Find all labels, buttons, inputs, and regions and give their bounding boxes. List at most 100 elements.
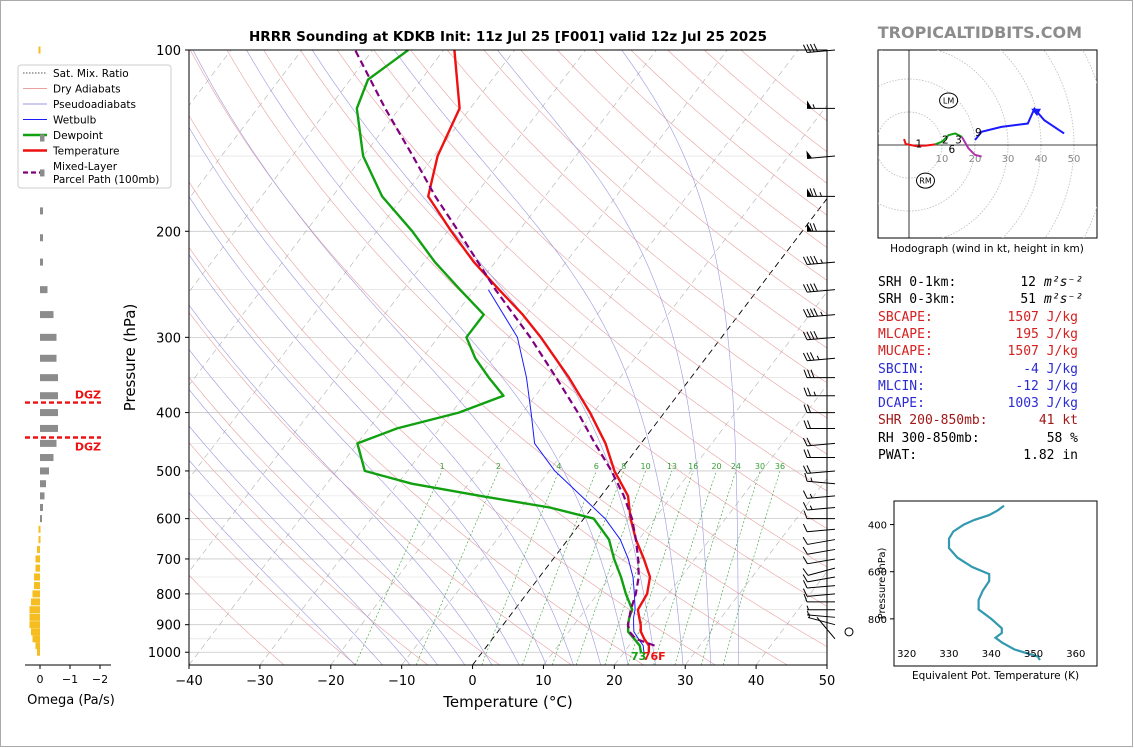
hodograph-height-label: 2: [942, 134, 949, 146]
x-axis-label: Temperature (°C): [442, 693, 572, 711]
barb-shaft: [807, 585, 836, 589]
stat-row: PWAT: 1.82 in: [878, 448, 1078, 463]
omega-bar: [40, 515, 42, 523]
barb-flag: [803, 449, 808, 458]
barb-flag: [802, 256, 808, 265]
barb-flag: [807, 420, 811, 429]
barb-flag: [809, 352, 815, 361]
omega-bar: [40, 169, 45, 177]
barb-shaft: [807, 470, 836, 474]
omega-bar: [40, 207, 43, 215]
temperature-profile: [427, 50, 652, 653]
barb-flag: [806, 256, 812, 265]
wind-barb: [803, 420, 835, 429]
legend: Sat. Mix. Ratio Dry Adiabats Pseudoadiabat…: [17, 64, 172, 189]
legend-label: Dewpoint: [53, 130, 103, 142]
legend-label: Mixed-Layer Parcel Path (100mb): [53, 161, 159, 186]
wind-barb: [802, 502, 836, 511]
stat-label: MLCIN:: [878, 378, 925, 394]
theta-e-panel: 320 330 340 350 360 400 600 800 Equivalent Pot. …: [868, 500, 1098, 682]
stat-row: RH 300-850mb: 58 %: [878, 431, 1078, 446]
storm-motion-marker: [916, 172, 935, 189]
barb-shaft: [807, 442, 836, 447]
omega-bar: [40, 374, 58, 382]
chart-title: HRRR Sounding at KDKB Init: 11z Jul 25 […: [249, 29, 767, 45]
wind-barb: [802, 490, 836, 499]
omega-bar: [31, 628, 40, 636]
barb-shaft: [807, 261, 836, 266]
stat-value: 1003 J/kg: [1007, 396, 1078, 412]
dry-adiabat: [189, 574, 285, 665]
mixing-ratio-label: 36: [775, 462, 785, 471]
pseudoadiabat: [189, 459, 383, 665]
omega-bar: [40, 409, 58, 417]
stat-unit: m²s⁻²: [1044, 275, 1084, 290]
hodograph-segment-3-6km: [960, 136, 982, 158]
x-tick-label: −40: [175, 674, 202, 689]
barb-flag: [802, 465, 808, 474]
legend-label-line: Wetbulb: [53, 115, 97, 127]
stat-value: -12 J/kg: [1015, 378, 1078, 394]
theta-e-x-tick-label: 320: [897, 649, 916, 660]
omega-bar: [34, 582, 40, 590]
stat-value: -4 J/kg: [1023, 361, 1078, 377]
wind-barb: [802, 546, 836, 555]
barb-shaft: [807, 593, 836, 597]
omega-tick-label: −2: [92, 673, 108, 686]
omega-bar: [29, 606, 40, 614]
omega-bar: [40, 333, 57, 341]
skewt-background: [189, 50, 827, 665]
mixing-ratio-line: [604, 470, 673, 665]
mixing-ratio-label: 24: [731, 462, 741, 471]
stat-unit: m²s⁻²: [1044, 292, 1084, 308]
barb-flag: [806, 437, 812, 446]
legend-label-line: Pseudoadiabats: [53, 99, 136, 111]
dry-adiabat: [446, 50, 827, 384]
barb-shaft: [807, 616, 836, 626]
stat-row: MUCAPE: 1507 J/kg: [878, 344, 1078, 359]
hodograph-segment-6-12km: [974, 106, 1065, 141]
barb-flag: [807, 404, 811, 413]
stat-row: DCAPE: 1003 J/kg: [878, 396, 1078, 411]
x-tick-label: 10: [535, 674, 552, 689]
stat-label: SBCIN:: [878, 361, 925, 377]
x-tick-label: −10: [388, 674, 415, 689]
barb-flag: [809, 256, 815, 265]
barb-flag: [806, 331, 812, 340]
theta-e-y-tick-label: 800: [868, 615, 887, 626]
legend-label: Wetbulb: [53, 115, 97, 127]
barb-flag: [807, 449, 811, 458]
omega-bar: [32, 635, 40, 643]
wetbulb-profile: [487, 289, 645, 653]
wind-barb: [802, 255, 836, 266]
stat-label: SHR 200-850mb:: [878, 413, 988, 429]
stat-row: MLCIN: -12 J/kg: [878, 378, 1078, 394]
hodograph-ring-label: 10: [936, 154, 949, 165]
x-tick-label: −30: [246, 674, 273, 689]
barb-flag: [802, 536, 808, 545]
stat-value: 1.82 in: [1023, 448, 1078, 463]
stat-row: SRH 0-3km: 51 m²s⁻²: [878, 292, 1083, 307]
barb-half-flag: [813, 391, 816, 396]
wind-barb: [802, 330, 836, 341]
theta-e-y-tick-label: 600: [868, 568, 887, 579]
barb-flag: [803, 387, 808, 396]
barb-flag: [803, 369, 808, 378]
pseudoadiabat: [621, 50, 739, 665]
theta-e-x-tick-label: 350: [1024, 649, 1043, 660]
omega-bar: [40, 480, 46, 488]
barb-flag: [802, 490, 808, 499]
x-tick-label: 50: [819, 674, 836, 689]
barb-flag: [813, 283, 819, 292]
dry-adiabat: [336, 50, 827, 492]
isotherm-line: [401, 104, 827, 665]
omega-bar: [40, 286, 48, 294]
barb-flag: [809, 223, 814, 232]
omega-bar: [35, 564, 40, 572]
barb-flag: [809, 331, 815, 340]
y-tick-label: 900: [156, 619, 181, 634]
pseudoadiabat: [189, 126, 574, 665]
storm-motion-label: RM: [919, 177, 932, 186]
barb-pennant: [807, 188, 812, 197]
wind-barb: [807, 223, 835, 232]
